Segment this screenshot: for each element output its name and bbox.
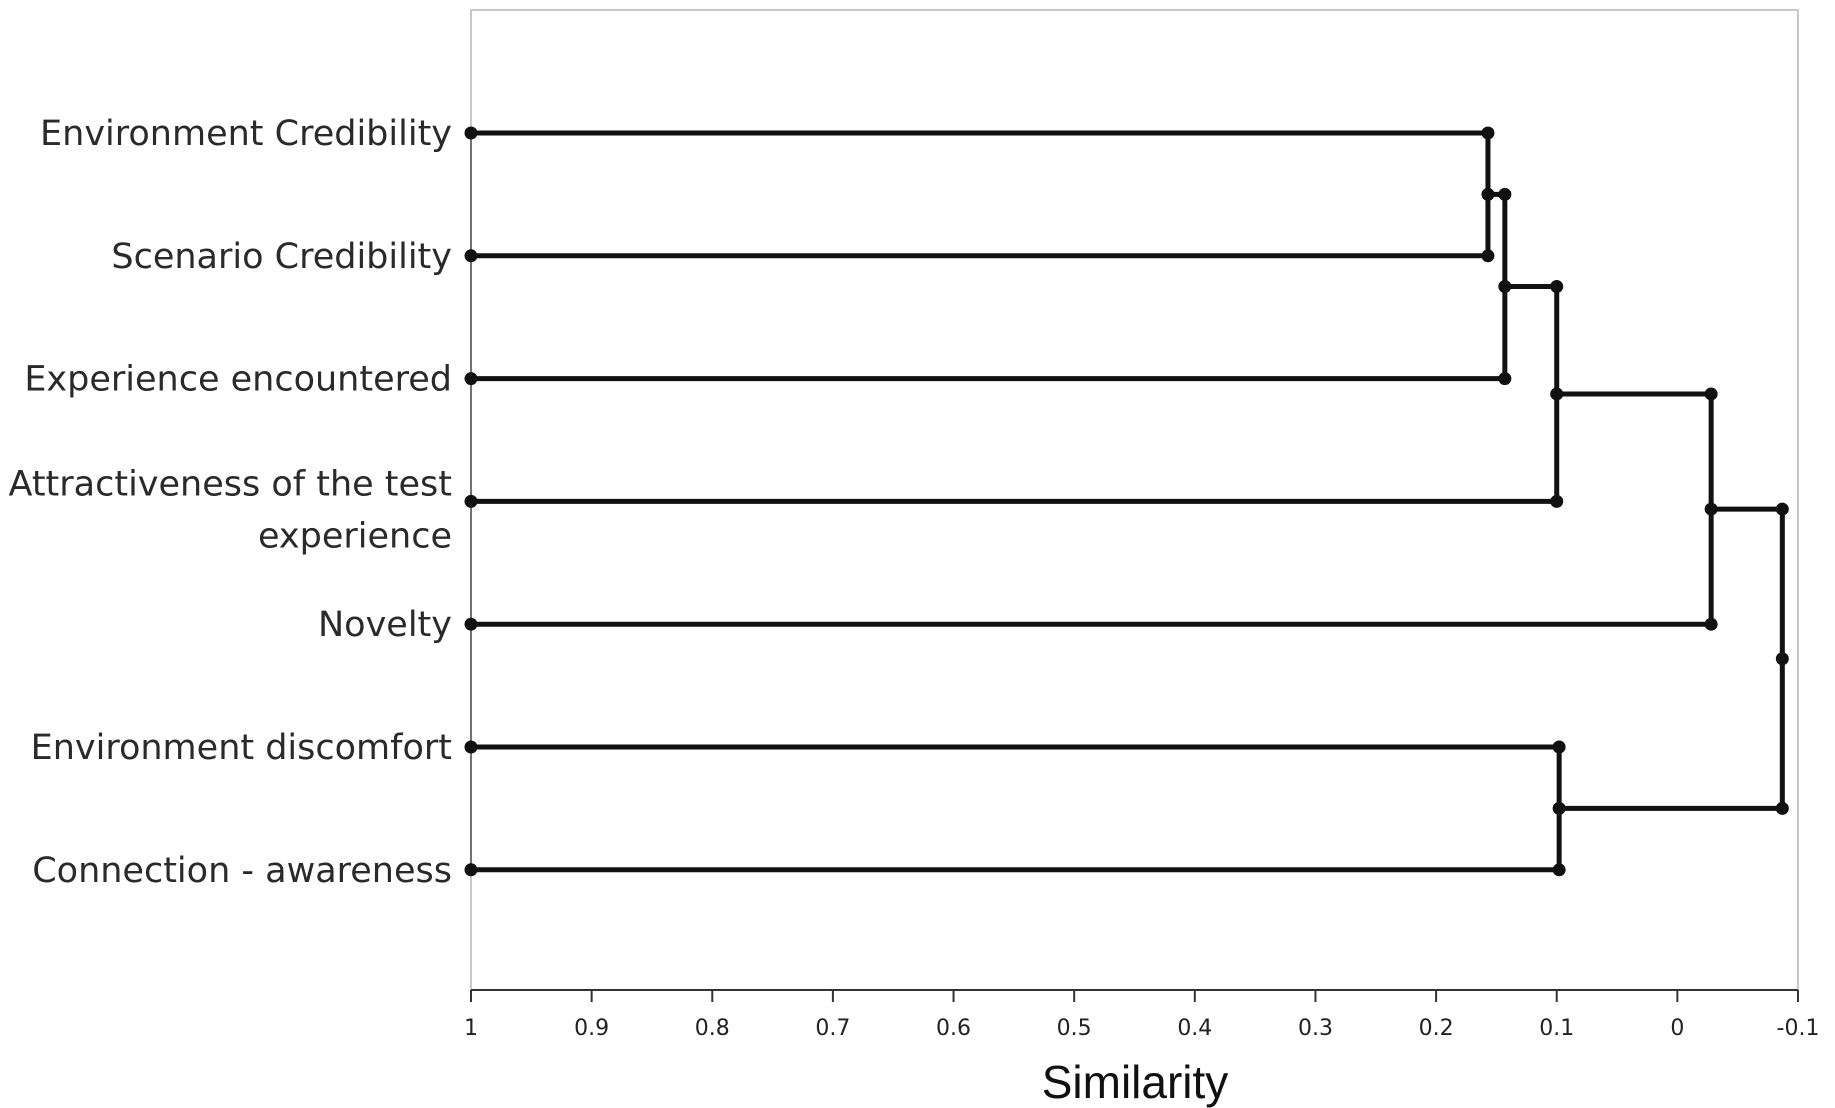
node-dot [1704,617,1718,631]
x-tick-label: 0.9 [574,1016,609,1041]
node-dot [1704,387,1718,401]
node-dot [1775,801,1789,815]
leaf-label: experience [258,516,452,556]
x-tick-label: 0.3 [1298,1016,1333,1041]
node-dot [1550,280,1564,293]
leaf-label: Environment Credibility [40,114,452,154]
leaf-labels: Environment Credibility Scenario Credibil… [9,114,453,891]
node-dot [1481,249,1495,263]
node-dot [1498,187,1512,201]
node-dot [1552,863,1566,877]
leaf-label: Attractiveness of the test [9,464,453,504]
leaf-label: Environment discomfort [31,728,452,768]
x-tick-label: 0.2 [1419,1016,1454,1041]
node-dot [1550,494,1564,508]
x-tick-label: 0.1 [1539,1016,1574,1041]
leaf-label: Experience encountered [24,360,452,400]
node-dot [1775,652,1789,666]
x-tick-label: 1 [464,1016,478,1041]
dendrogram-links [464,126,1789,877]
node-dot [1775,502,1789,516]
node-dot [1481,126,1495,140]
x-tick-label: 0.7 [815,1016,850,1041]
x-tick-label: 0.5 [1057,1016,1092,1041]
x-axis-ticks: 1 0.9 0.8 0.7 0.6 0.5 0.4 0.3 0.2 0.1 0 -0.1 [464,990,1819,1041]
leaf-label: Connection - awareness [32,851,452,891]
x-axis-title: Similarity [1042,1056,1229,1108]
x-tick-label: 0.6 [936,1016,971,1041]
leaf-label: Scenario Credibility [111,237,452,277]
x-tick-label: 0.8 [695,1016,730,1041]
x-tick-label: -0.1 [1777,1016,1820,1041]
x-tick-label: 0 [1670,1016,1684,1041]
node-dot [1498,372,1512,386]
leaf-label: Novelty [318,605,452,645]
node-dot [1552,740,1566,754]
x-tick-label: 0.4 [1177,1016,1212,1041]
